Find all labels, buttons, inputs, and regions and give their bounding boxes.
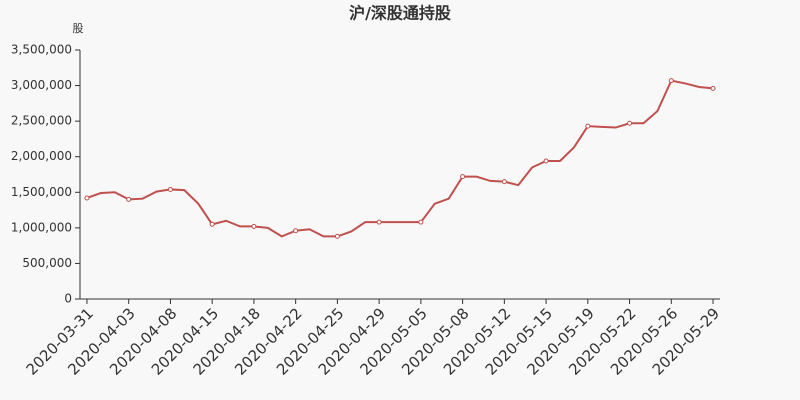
y-tick-label: 1,000,000 (11, 220, 72, 234)
y-tick-label: 0 (64, 292, 72, 306)
point (543, 158, 549, 164)
y-tick-label: 3,000,000 (11, 78, 72, 92)
y-tick-label: 1,500,000 (11, 185, 72, 199)
point (460, 174, 466, 180)
y-tick-label: 2,500,000 (11, 114, 72, 128)
point (84, 195, 90, 201)
y-axis-label: 股 (73, 22, 84, 35)
point (627, 120, 633, 126)
point (334, 233, 340, 239)
y-tick-label: 500,000 (22, 256, 72, 270)
y-tick-label: 3,500,000 (11, 43, 72, 57)
point (418, 219, 424, 225)
point (376, 219, 382, 225)
point (710, 85, 716, 91)
series-line (86, 79, 714, 238)
point (668, 78, 674, 84)
point (251, 223, 257, 229)
y-tick-label: 2,000,000 (11, 149, 72, 163)
point (501, 179, 507, 185)
point (293, 228, 299, 234)
chart-title: 沪/深股通持股 (349, 4, 452, 23)
point (209, 221, 215, 227)
point (167, 186, 173, 192)
point (585, 123, 591, 129)
point (126, 196, 132, 202)
